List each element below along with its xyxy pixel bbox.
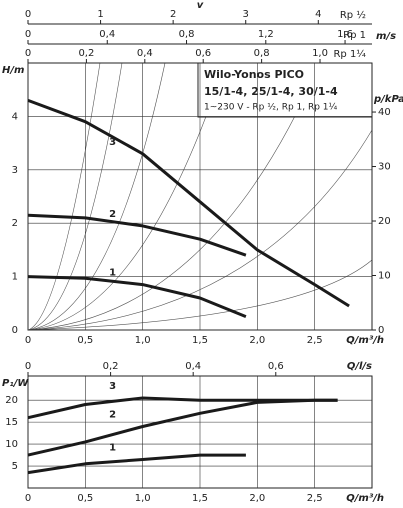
x2-tick-label: 0,4 <box>185 361 201 372</box>
curve <box>27 453 246 475</box>
y2-tick-label: 0 <box>378 325 384 336</box>
x-label: Q/m³/h <box>346 335 384 346</box>
y-tick-label: 5 <box>12 461 18 472</box>
scale-tick-label: 3 <box>243 9 249 20</box>
x2-label: Q/l/s <box>347 361 372 372</box>
curve <box>27 98 350 308</box>
x-tick-label: 2,0 <box>249 335 265 346</box>
curve-label: 1 <box>109 442 116 453</box>
chart-title: Wilo-Yonos PICO <box>204 68 304 81</box>
y-tick-label: 2 <box>12 218 18 229</box>
scale-tick-label: 1,0 <box>312 48 328 59</box>
y-tick-label: 20 <box>5 395 18 406</box>
x-tick-label: 1,5 <box>192 493 208 504</box>
y2-tick-label: 30 <box>378 162 391 173</box>
y-tick-label: 1 <box>12 272 18 283</box>
scale-tick-label: 0,6 <box>195 48 211 59</box>
curve <box>27 213 247 257</box>
scale-tick-label: 1,6 <box>337 29 353 40</box>
y-tick-label: 3 <box>12 165 18 176</box>
x2-tick-label: 0 <box>25 361 31 372</box>
y-label: P₁/W <box>2 378 29 389</box>
x-tick-label: 0 <box>25 335 31 346</box>
scale-tick-label: 1 <box>97 9 103 20</box>
scale-tick-label: 0 <box>25 29 31 40</box>
x-label: Q/m³/h <box>346 493 384 504</box>
y2-tick-label: 10 <box>378 271 391 282</box>
x2-tick-label: 0,2 <box>103 361 119 372</box>
chart-subtitle: 15/1-4, 25/1-4, 30/1-4 <box>204 85 338 98</box>
scale-tick-label: 0 <box>25 9 31 20</box>
velocity-label: v <box>197 0 204 11</box>
scale-name: Rp 1¼ <box>333 48 366 60</box>
scale-tick-label: 4 <box>315 9 321 20</box>
curve-label: 2 <box>109 209 116 220</box>
y2-tick-label: 40 <box>378 107 391 118</box>
scale-unit: m/s <box>376 31 396 42</box>
y-label: H/m <box>2 65 24 76</box>
scale-tick-label: 0,4 <box>99 29 115 40</box>
y2-label: p/kPa <box>373 94 403 105</box>
title-box <box>197 62 373 118</box>
scale-tick-label: 0,2 <box>78 48 94 59</box>
y-tick-label: 0 <box>12 325 18 336</box>
x-tick-label: 2,5 <box>307 335 323 346</box>
scale-tick-label: 1,2 <box>258 29 274 40</box>
x-tick-label: 1,5 <box>192 335 208 346</box>
curve-label: 3 <box>109 137 116 148</box>
curve <box>27 275 247 318</box>
curve <box>27 396 338 420</box>
scale-tick-label: 0,8 <box>179 29 195 40</box>
x-tick-label: 2,0 <box>249 493 265 504</box>
x-tick-label: 1,0 <box>135 493 151 504</box>
scale-name: Rp ½ <box>340 9 366 21</box>
x-tick-label: 0,5 <box>77 493 93 504</box>
scale-tick-label: 2 <box>170 9 176 20</box>
x-tick-label: 0,5 <box>77 335 93 346</box>
scale-tick-label: 0,4 <box>137 48 153 59</box>
y2-tick-label: 20 <box>378 216 391 227</box>
scale-name: Rp 1 <box>343 30 366 41</box>
scale-tick-label: 0 <box>25 48 31 59</box>
x-tick-label: 1,0 <box>135 335 151 346</box>
scale-tick-label: 0,8 <box>254 48 270 59</box>
x2-tick-label: 0,6 <box>268 361 284 372</box>
chart-note: 1~230 V - Rp ½, Rp 1, Rp 1¼ <box>204 103 338 113</box>
curve-label: 3 <box>109 381 116 392</box>
curve-label: 1 <box>109 268 116 279</box>
y-tick-label: 4 <box>12 111 18 122</box>
y-tick-label: 15 <box>5 417 18 428</box>
x-tick-label: 0 <box>25 493 31 504</box>
x-tick-label: 2,5 <box>307 493 323 504</box>
curve-label: 2 <box>109 410 116 421</box>
system-curves <box>27 62 373 331</box>
y-tick-label: 10 <box>5 439 18 450</box>
